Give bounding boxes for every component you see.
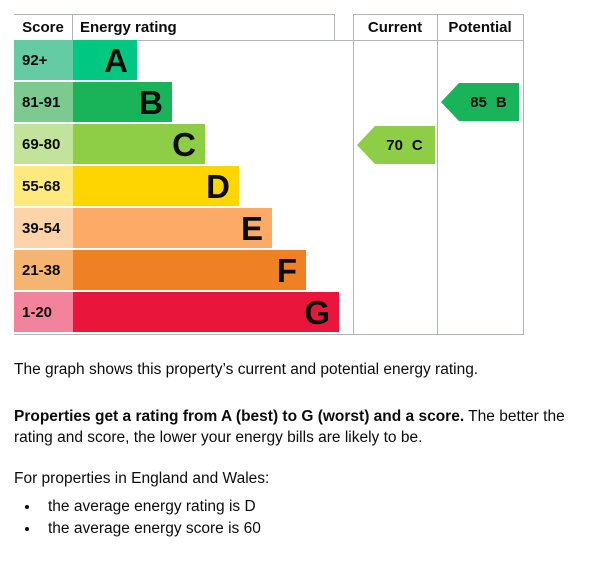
current-letter: C bbox=[411, 136, 423, 154]
band-c-score-range: 69-80 bbox=[14, 124, 73, 164]
rating-explanation-rest: The better the rating and score, the low… bbox=[14, 408, 565, 446]
regions-heading: For properties in England and Wales: bbox=[14, 470, 270, 487]
band-e-bar: E bbox=[73, 208, 272, 248]
band-f-letter: F bbox=[276, 251, 297, 289]
potential-score: 85 bbox=[470, 93, 487, 111]
band-b-score-range: 81-91 bbox=[14, 82, 73, 122]
epc-rating-chart: Score Energy rating Current Potential 92… bbox=[14, 14, 525, 337]
band-e-score-range: 39-54 bbox=[14, 208, 73, 248]
potential-letter: B bbox=[495, 93, 507, 111]
score-column-divider bbox=[72, 14, 73, 40]
average-score-item: the average energy score is 60 bbox=[40, 518, 580, 540]
band-g-score-range: 1-20 bbox=[14, 292, 73, 332]
band-c-letter: C bbox=[172, 125, 196, 163]
band-a-score-range: 92+ bbox=[14, 40, 73, 80]
chart-top-border-right bbox=[353, 14, 524, 15]
chart-right-border bbox=[523, 14, 524, 335]
column-header-energy-rating: Energy rating bbox=[80, 18, 177, 36]
averages-list: the average energy rating is D the avera… bbox=[14, 496, 580, 540]
band-a-bar: A bbox=[73, 40, 137, 80]
average-rating-item: the average energy rating is D bbox=[40, 496, 580, 518]
band-f-bar: F bbox=[73, 250, 306, 290]
current-column-left-border bbox=[353, 14, 354, 335]
energy-column-end-tick bbox=[334, 14, 335, 40]
band-a-letter: A bbox=[104, 41, 128, 79]
potential-column-left-border bbox=[437, 14, 438, 335]
band-e-letter: E bbox=[240, 209, 263, 247]
chart-header-divider bbox=[14, 40, 524, 41]
band-g-bar: G bbox=[73, 292, 339, 332]
column-header-current: Current bbox=[367, 18, 423, 36]
current-score: 70 bbox=[386, 136, 403, 154]
chart-top-border-left bbox=[14, 14, 334, 15]
graph-intro-text: The graph shows this property’s current … bbox=[14, 361, 479, 378]
band-b-bar: B bbox=[73, 82, 172, 122]
rating-explanation-bold: Properties get a rating from A (best) to… bbox=[14, 408, 465, 425]
band-d-bar: D bbox=[73, 166, 239, 206]
potential-rating-arrow: 85 B bbox=[441, 83, 519, 121]
column-header-score: Score bbox=[22, 18, 64, 36]
column-header-potential: Potential bbox=[448, 18, 512, 36]
current-rating-arrow: 70 C bbox=[357, 126, 435, 164]
rating-explanation-text: Properties get a rating from A (best) to… bbox=[14, 406, 576, 448]
band-b-letter: B bbox=[139, 83, 163, 121]
chart-bottom-border bbox=[14, 334, 524, 335]
band-d-score-range: 55-68 bbox=[14, 166, 73, 206]
band-f-score-range: 21-38 bbox=[14, 250, 73, 290]
band-c-bar: C bbox=[73, 124, 205, 164]
band-d-letter: D bbox=[206, 167, 230, 205]
band-g-letter: G bbox=[304, 293, 330, 331]
